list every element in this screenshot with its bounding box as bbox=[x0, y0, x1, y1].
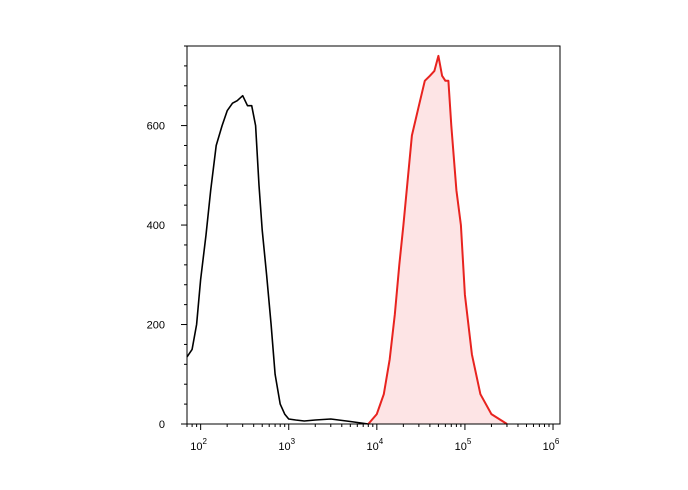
y-tick-label: 600 bbox=[147, 121, 165, 133]
series-1-fill bbox=[368, 55, 507, 425]
x-axis: 102 103 104 105 106 bbox=[186, 424, 560, 453]
x-tick-label: 103 bbox=[278, 437, 295, 453]
series-0-line bbox=[186, 94, 369, 425]
x-tick-label: 104 bbox=[366, 437, 383, 453]
y-axis: 0 200 400 600 bbox=[147, 45, 187, 431]
plot-frame bbox=[186, 45, 561, 425]
series-1-line bbox=[367, 54, 508, 425]
x-tick-label: 105 bbox=[455, 437, 472, 453]
series-layer bbox=[186, 54, 508, 425]
x-tick-label: 106 bbox=[543, 437, 560, 453]
x-tick-label: 102 bbox=[190, 437, 207, 453]
y-tick-label: 400 bbox=[147, 220, 165, 232]
y-tick-label: 0 bbox=[159, 419, 165, 431]
y-tick-label: 200 bbox=[147, 320, 165, 332]
